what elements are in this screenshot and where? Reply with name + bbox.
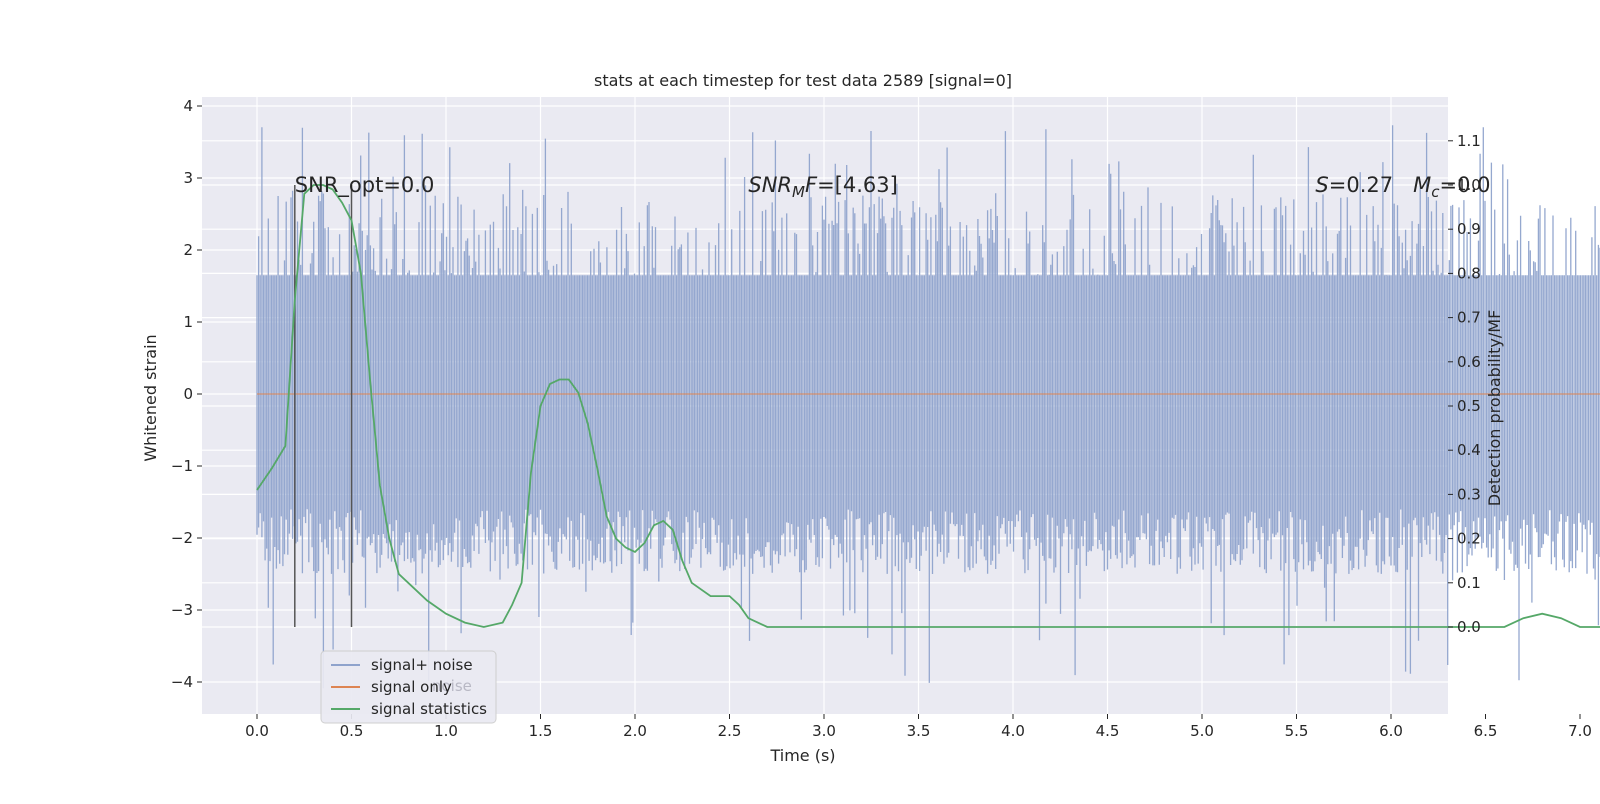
y-right-tick-label: 0.4 — [1457, 441, 1481, 459]
y-left-tick-label: −1 — [171, 457, 193, 475]
y-axis-left: −4 −3 −2 −1 0 1 2 3 4 — [171, 97, 202, 691]
annotation-part: =0.0 — [1440, 173, 1491, 197]
y-left-tick-label: 4 — [183, 97, 193, 115]
annotation-part: F — [805, 173, 818, 197]
y-left-tick-label: −2 — [171, 529, 193, 547]
legend-ghost-text: noise — [432, 677, 472, 695]
y-right-tick-label: 1.1 — [1457, 132, 1481, 150]
x-tick-label: 3.0 — [812, 722, 836, 740]
y-axis-right: 0.0 0.1 0.2 0.3 0.4 0.5 0.6 0.7 0.8 0.9 1.0 1.1 — [1448, 132, 1481, 636]
y-left-tick-label: 0 — [183, 385, 193, 403]
annotation-part: =0.27 — [1329, 173, 1413, 197]
y-left-tick-label: 3 — [183, 169, 193, 187]
y-left-tick-label: −4 — [171, 673, 193, 691]
x-tick-label: 5.0 — [1190, 722, 1214, 740]
y-axis-right-label: Detection probability/MF — [1485, 310, 1504, 507]
annotation-part: M — [1413, 173, 1431, 197]
y-right-tick-label: 0.0 — [1457, 618, 1481, 636]
y-right-tick-label: 0.1 — [1457, 574, 1481, 592]
chart-title: stats at each timestep for test data 258… — [594, 71, 1012, 90]
x-tick-label: 4.0 — [1001, 722, 1025, 740]
x-tick-label: 5.5 — [1285, 722, 1309, 740]
x-axis: 0.0 0.5 1.0 1.5 2.0 2.5 3.0 3.5 4.0 4.5 5.0 5.5 6.0 6… — [245, 714, 1592, 740]
legend-entry-label: signal only — [371, 678, 452, 696]
legend-entry-label: signal statistics — [371, 700, 487, 718]
x-tick-label: 3.5 — [907, 722, 931, 740]
x-tick-label: 7.0 — [1568, 722, 1592, 740]
annotation-part: SNR — [748, 173, 792, 197]
annotation-1: SNR_opt=0.0 — [295, 173, 435, 198]
x-tick-label: 0.0 — [245, 722, 269, 740]
annotation-part: c — [1431, 183, 1440, 201]
y-right-tick-label: 0.7 — [1457, 309, 1481, 327]
annotation-part: =[4.63] — [817, 173, 898, 197]
signal-noise-trace — [256, 125, 1600, 689]
y-right-tick-label: 0.8 — [1457, 264, 1481, 282]
y-right-tick-label: 0.6 — [1457, 353, 1481, 371]
y-right-tick-label: 0.9 — [1457, 220, 1481, 238]
y-right-tick-label: 1.0 — [1457, 176, 1481, 194]
y-left-tick-label: 2 — [183, 241, 193, 259]
legend-entry-label: signal+ noise — [371, 656, 473, 674]
x-tick-label: 4.5 — [1096, 722, 1120, 740]
y-axis-left-label: Whitened strain — [141, 334, 160, 461]
y-right-tick-label: 0.5 — [1457, 397, 1481, 415]
y-right-tick-label: 0.3 — [1457, 485, 1481, 503]
y-right-tick-label: 0.2 — [1457, 530, 1481, 548]
signal-statistics-line — [256, 184, 1600, 628]
x-axis-label: Time (s) — [769, 746, 835, 765]
annotation-2: SNRMF=[4.63] — [748, 173, 897, 201]
x-tick-label: 2.0 — [623, 722, 647, 740]
plot-area: 0.0 0.5 1.0 1.5 2.0 2.5 3.0 3.5 4.0 4.5 5.0 5.5 6.0 6… — [171, 97, 1600, 740]
annotation-part: M — [792, 183, 805, 201]
x-tick-label: 1.5 — [529, 722, 553, 740]
x-tick-label: 2.5 — [718, 722, 742, 740]
signal-noise-series — [256, 125, 1600, 689]
x-tick-label: 6.0 — [1379, 722, 1403, 740]
legend-box — [320, 650, 497, 724]
annotation-part: S — [1315, 173, 1328, 197]
legend: noise signal+ noise signal only signal stat… — [320, 650, 497, 724]
x-tick-label: 0.5 — [340, 722, 364, 740]
y-left-tick-label: −3 — [171, 601, 193, 619]
annotation-3: S=0.27 Mc=0.0 — [1315, 173, 1490, 201]
x-tick-label: 6.5 — [1474, 722, 1498, 740]
x-tick-label: 1.0 — [434, 722, 458, 740]
y-left-tick-label: 1 — [183, 313, 193, 331]
